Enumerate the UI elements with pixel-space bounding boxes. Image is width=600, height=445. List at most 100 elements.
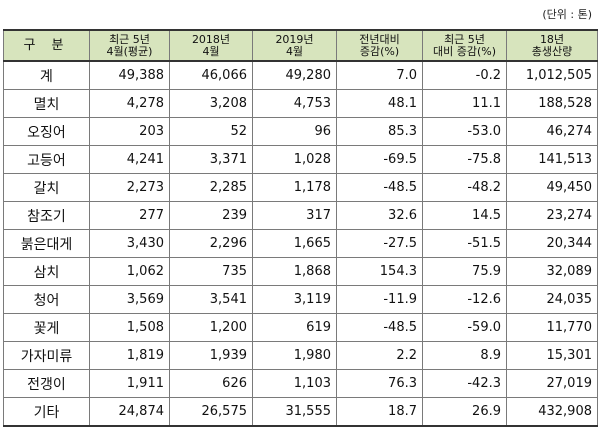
yoy-change-cell: 32.6 — [336, 201, 423, 230]
change-5yr-cell: -51.5 — [422, 229, 507, 258]
table-row: 계 49,388 46,066 49,280 7.0 -0.2 1,012,505 — [3, 60, 598, 90]
change-5yr-cell: 11.1 — [422, 89, 507, 118]
yoy-change-cell: 2.2 — [336, 341, 423, 370]
header-2018-total: 18년 총생산량 — [506, 29, 598, 62]
header-2018: 2018년 4월 — [169, 29, 253, 62]
yoy-change-cell: -48.5 — [336, 173, 423, 202]
change-5yr-cell: -48.2 — [422, 173, 507, 202]
category-cell: 전갱이 — [3, 369, 90, 398]
avg-5yr-cell: 2,273 — [89, 173, 170, 202]
header-category: 구 분 — [3, 29, 90, 62]
yoy-change-cell: 154.3 — [336, 257, 423, 286]
apr-2019-cell: 3,119 — [252, 285, 337, 314]
table-row: 전갱이 1,911 626 1,103 76.3 -42.3 27,019 — [3, 369, 598, 398]
change-5yr-cell: -75.8 — [422, 145, 507, 174]
avg-5yr-cell: 1,508 — [89, 313, 170, 342]
table-row: 붉은대게 3,430 2,296 1,665 -27.5 -51.5 20,344 — [3, 229, 598, 258]
apr-2018-cell: 52 — [169, 117, 253, 146]
category-cell: 기타 — [3, 397, 90, 427]
change-5yr-cell: -12.6 — [422, 285, 507, 314]
category-cell: 청어 — [3, 285, 90, 314]
table-row: 갈치 2,273 2,285 1,178 -48.5 -48.2 49,450 — [3, 173, 598, 202]
avg-5yr-cell: 1,062 — [89, 257, 170, 286]
yoy-change-cell: 48.1 — [336, 89, 423, 118]
change-5yr-cell: -59.0 — [422, 313, 507, 342]
table-row: 고등어 4,241 3,371 1,028 -69.5 -75.8 141,513 — [3, 145, 598, 174]
category-cell: 붉은대게 — [3, 229, 90, 258]
total-2018-cell: 11,770 — [506, 313, 598, 342]
apr-2018-cell: 735 — [169, 257, 253, 286]
change-5yr-cell: 14.5 — [422, 201, 507, 230]
total-2018-cell: 46,274 — [506, 117, 598, 146]
apr-2019-cell: 1,028 — [252, 145, 337, 174]
category-cell: 갈치 — [3, 173, 90, 202]
change-5yr-cell: 8.9 — [422, 341, 507, 370]
avg-5yr-cell: 49,388 — [89, 60, 170, 90]
category-cell: 가자미류 — [3, 341, 90, 370]
avg-5yr-cell: 203 — [89, 117, 170, 146]
table-row: 청어 3,569 3,541 3,119 -11.9 -12.6 24,035 — [3, 285, 598, 314]
apr-2019-cell: 1,665 — [252, 229, 337, 258]
apr-2019-cell: 317 — [252, 201, 337, 230]
avg-5yr-cell: 4,241 — [89, 145, 170, 174]
apr-2018-cell: 46,066 — [169, 60, 253, 90]
apr-2019-cell: 31,555 — [252, 397, 337, 427]
apr-2018-cell: 2,285 — [169, 173, 253, 202]
apr-2018-cell: 3,541 — [169, 285, 253, 314]
table-row: 멸치 4,278 3,208 4,753 48.1 11.1 188,528 — [3, 89, 598, 118]
total-2018-cell: 1,012,505 — [506, 60, 598, 90]
total-2018-cell: 27,019 — [506, 369, 598, 398]
table-row: 가자미류 1,819 1,939 1,980 2.2 8.9 15,301 — [3, 341, 598, 370]
change-5yr-cell: 75.9 — [422, 257, 507, 286]
catch-table: 구 분 최근 5년 4월(평균) 2018년 4월 2019년 4월 전년대비 … — [3, 29, 598, 427]
yoy-change-cell: 18.7 — [336, 397, 423, 427]
table-row: 기타 24,874 26,575 31,555 18.7 26.9 432,908 — [3, 397, 598, 427]
table-body: 계 49,388 46,066 49,280 7.0 -0.2 1,012,505 멸치 4,2… — [3, 60, 598, 427]
header-5yr-avg: 최근 5년 4월(평균) — [89, 29, 170, 62]
yoy-change-cell: 85.3 — [336, 117, 423, 146]
change-5yr-cell: -53.0 — [422, 117, 507, 146]
change-5yr-cell: 26.9 — [422, 397, 507, 427]
category-cell: 멸치 — [3, 89, 90, 118]
apr-2019-cell: 1,980 — [252, 341, 337, 370]
apr-2019-cell: 619 — [252, 313, 337, 342]
yoy-change-cell: 76.3 — [336, 369, 423, 398]
header-5yr-change: 최근 5년 대비 증감(%) — [422, 29, 507, 62]
change-5yr-cell: -42.3 — [422, 369, 507, 398]
category-cell: 꽃게 — [3, 313, 90, 342]
avg-5yr-cell: 3,569 — [89, 285, 170, 314]
total-2018-cell: 49,450 — [506, 173, 598, 202]
category-cell: 고등어 — [3, 145, 90, 174]
total-2018-cell: 141,513 — [506, 145, 598, 174]
apr-2019-cell: 1,868 — [252, 257, 337, 286]
total-2018-cell: 188,528 — [506, 89, 598, 118]
avg-5yr-cell: 1,911 — [89, 369, 170, 398]
category-cell: 삼치 — [3, 257, 90, 286]
apr-2018-cell: 1,200 — [169, 313, 253, 342]
total-2018-cell: 432,908 — [506, 397, 598, 427]
apr-2019-cell: 96 — [252, 117, 337, 146]
yoy-change-cell: 7.0 — [336, 60, 423, 90]
header-yoy-change: 전년대비 증감(%) — [336, 29, 423, 62]
apr-2018-cell: 239 — [169, 201, 253, 230]
apr-2018-cell: 26,575 — [169, 397, 253, 427]
category-cell: 참조기 — [3, 201, 90, 230]
avg-5yr-cell: 4,278 — [89, 89, 170, 118]
avg-5yr-cell: 277 — [89, 201, 170, 230]
apr-2019-cell: 1,178 — [252, 173, 337, 202]
total-2018-cell: 20,344 — [506, 229, 598, 258]
table-row: 삼치 1,062 735 1,868 154.3 75.9 32,089 — [3, 257, 598, 286]
apr-2019-cell: 49,280 — [252, 60, 337, 90]
apr-2019-cell: 1,103 — [252, 369, 337, 398]
total-2018-cell: 23,274 — [506, 201, 598, 230]
yoy-change-cell: -27.5 — [336, 229, 423, 258]
header-2019: 2019년 4월 — [252, 29, 337, 62]
yoy-change-cell: -11.9 — [336, 285, 423, 314]
header-row: 구 분 최근 5년 4월(평균) 2018년 4월 2019년 4월 전년대비 … — [3, 29, 598, 62]
total-2018-cell: 24,035 — [506, 285, 598, 314]
yoy-change-cell: -48.5 — [336, 313, 423, 342]
table-row: 오징어 203 52 96 85.3 -53.0 46,274 — [3, 117, 598, 146]
category-cell: 오징어 — [3, 117, 90, 146]
apr-2018-cell: 2,296 — [169, 229, 253, 258]
total-2018-cell: 32,089 — [506, 257, 598, 286]
